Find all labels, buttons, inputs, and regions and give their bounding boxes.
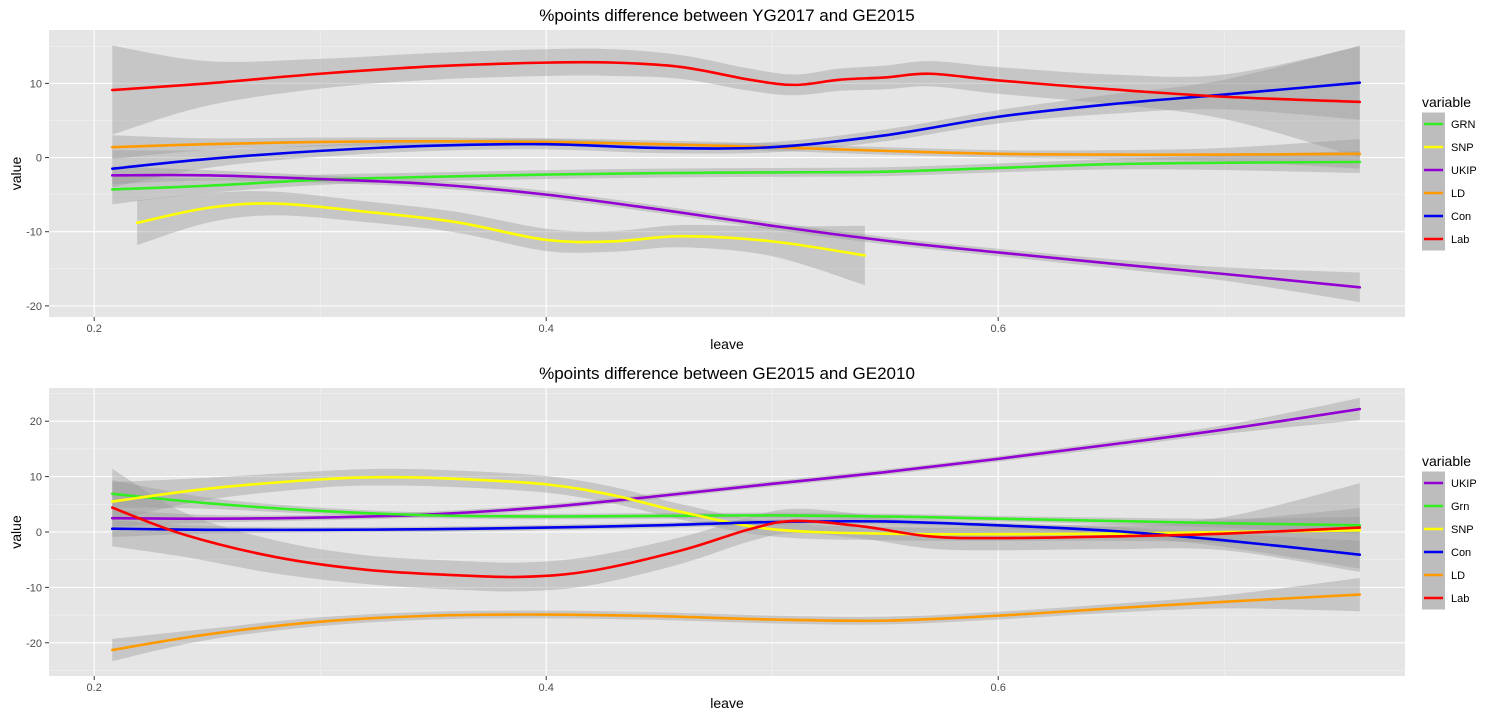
legend-label-grn: GRN: [1451, 119, 1476, 131]
confidence-band-lab: [112, 45, 1360, 158]
confidence-band-lab: [112, 468, 1360, 592]
legend-label-con: Con: [1451, 211, 1471, 223]
legend-title: variable: [1422, 453, 1471, 469]
legend-label-lab: Lab: [1451, 593, 1469, 605]
series-line-ld: [110, 593, 1362, 652]
x-axis-title: leave: [710, 695, 744, 711]
y-tick-label: 10: [30, 78, 42, 90]
y-tick-label: -10: [26, 227, 42, 239]
chart-panel-1: -20 -10 0 10 0.2 0.4 0.6 %points difference bet…: [8, 6, 1477, 352]
chart-title: %points difference between YG2017 and GE…: [539, 6, 915, 25]
legend-label-ukip: UKIP: [1451, 478, 1477, 490]
x-axis-title: leave: [710, 336, 744, 352]
y-tick-label: 0: [36, 153, 42, 165]
confidence-band-snp: [137, 191, 865, 286]
series-line-snp: [110, 475, 1362, 536]
legend-label-snp: SNP: [1451, 142, 1474, 154]
y-tick-label: -20: [26, 301, 42, 313]
series-line-ukip: [110, 407, 1362, 521]
series-line-con: [110, 519, 1362, 557]
x-tick-label: 0.6: [991, 682, 1006, 694]
confidence-band-ukip: [112, 166, 1360, 303]
confidence-band-snp: [112, 468, 1360, 553]
y-tick-label: -20: [26, 638, 42, 650]
legend-title: variable: [1422, 94, 1471, 110]
chart-title: %points difference between GE2015 and GE…: [539, 364, 915, 383]
y-tick-label: 20: [30, 416, 42, 428]
confidence-band-grn: [112, 150, 1360, 205]
y-tick-label: 0: [36, 527, 42, 539]
legend-label-grn: Grn: [1451, 501, 1469, 513]
legend: variable GRN SNP UKIP LD Con Lab: [1422, 94, 1477, 251]
y-tick-label: 10: [30, 472, 42, 484]
x-tick-label: 0.2: [87, 323, 102, 335]
plot-data: [110, 397, 1362, 662]
y-axis-title: value: [8, 515, 24, 549]
series-line-grn: [110, 492, 1362, 527]
y-axis-title: value: [8, 157, 24, 191]
series-line-lab: [110, 506, 1362, 579]
legend-label-ld: LD: [1451, 188, 1465, 200]
confidence-band-con: [112, 518, 1360, 569]
x-tick-label: 0.2: [87, 682, 102, 694]
legend: variable UKIP Grn SNP Con LD Lab: [1422, 453, 1477, 610]
legend-label-snp: SNP: [1451, 524, 1474, 536]
series-line-ukip: [110, 173, 1362, 289]
y-tick-label: -10: [26, 582, 42, 594]
legend-label-ukip: UKIP: [1451, 165, 1477, 177]
legend-label-lab: Lab: [1451, 234, 1469, 246]
x-tick-label: 0.6: [991, 323, 1006, 335]
x-tick-label: 0.4: [539, 323, 554, 335]
x-tick-label: 0.4: [539, 682, 554, 694]
series-line-ld: [110, 139, 1362, 156]
confidence-band-ld: [112, 135, 1360, 169]
series-line-con: [110, 81, 1362, 170]
chart-panel-2: -20 -10 0 10 20 0.2 0.4 0.6 %points difference b…: [8, 364, 1477, 711]
series-line-snp: [135, 202, 867, 257]
legend-label-con: Con: [1451, 547, 1471, 559]
series-line-lab: [110, 60, 1362, 104]
legend-label-ld: LD: [1451, 570, 1465, 582]
plot-data: [110, 45, 1362, 303]
